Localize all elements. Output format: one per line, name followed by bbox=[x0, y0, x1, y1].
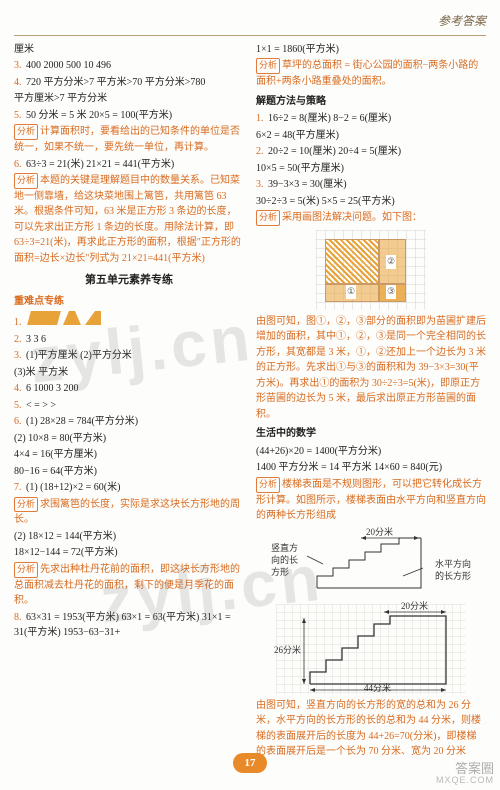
analysis-text: 计算面积时，要看给出的已知条件的单位是否统一，如果不统一，要先统一单位，再计算。 bbox=[14, 126, 240, 153]
item-number: 8. bbox=[14, 610, 26, 626]
label-3: ③ bbox=[386, 285, 396, 299]
trapezoid-shape bbox=[63, 311, 81, 325]
text: 3 3 6 bbox=[26, 334, 46, 345]
text: 39−3×3 = 30(厘米) bbox=[268, 179, 347, 190]
text: (1) 28×28 = 784(平方分米) bbox=[26, 416, 138, 427]
item-number: 5. bbox=[14, 108, 26, 124]
right-column: 1×1 = 1860(平方米) 分析草坪的总面积 = 街心公园的面积−两条小路的… bbox=[256, 42, 486, 761]
item-number: 4. bbox=[14, 381, 26, 397]
text: (2) 18×12 = 144(平方米) bbox=[14, 531, 116, 542]
analysis-text: 求围篱笆的长度，实际是求这块长方形地的周长。 bbox=[14, 499, 240, 526]
item-number: 3. bbox=[256, 177, 268, 193]
item-number: 2. bbox=[14, 332, 26, 348]
grid-diagram: ① ② ③ bbox=[316, 230, 426, 310]
analysis-tag: 分析 bbox=[14, 173, 38, 189]
text: 6 1000 3 200 bbox=[26, 383, 79, 394]
analysis-tag: 分析 bbox=[256, 477, 280, 493]
analysis-text: 由图可知，竖直方向的长方形的宽的总和为 26 分米，水平方向的长方形的长的总和为… bbox=[256, 700, 481, 758]
triangle-shape bbox=[85, 311, 101, 325]
analysis-tag: 分析 bbox=[14, 124, 38, 140]
item-number: 6. bbox=[14, 157, 26, 173]
text: 10×5 = 50(平方厘米) bbox=[256, 163, 344, 174]
item-number: 6. bbox=[14, 414, 26, 430]
label-2: ② bbox=[386, 255, 396, 269]
text: (1)平方厘米 (2)平方分米 bbox=[26, 350, 132, 361]
analysis-text: 采用画图法解决问题。如下图： bbox=[282, 212, 422, 223]
shapes-row bbox=[29, 311, 101, 325]
analysis-tag: 分析 bbox=[14, 562, 38, 578]
text: 63×31 = 1953(平方米) 63×1 = 63(平方米) 31×1 = … bbox=[14, 612, 231, 639]
sub-title: 解题方法与策略 bbox=[256, 94, 486, 110]
analysis-tag: 分析 bbox=[14, 497, 38, 513]
item-number: 7. bbox=[14, 480, 26, 496]
page-header: 参考答案 bbox=[14, 12, 486, 31]
page-number: 17 bbox=[233, 753, 267, 773]
section-title: 第五单元素养专练 bbox=[14, 272, 244, 289]
text: 18×12−144 = 72(平方米) bbox=[14, 547, 118, 558]
item-number: 3. bbox=[14, 58, 26, 74]
text: (44+26)×20 = 1400(平方分米) bbox=[256, 446, 381, 457]
text: 平方厘米>7 平方分米 bbox=[14, 93, 107, 104]
text: 63÷3 = 21(米) 21×21 = 441(平方米) bbox=[26, 159, 174, 170]
text: (1) (18+12)×2 = 60(米) bbox=[26, 482, 120, 493]
parallelogram-shape bbox=[27, 311, 61, 325]
grid-stairs-diagram: 26分米 20分米 44分米 bbox=[276, 604, 466, 694]
item-number: 3. bbox=[14, 348, 26, 364]
gs-label-top: 20分米 bbox=[401, 600, 428, 614]
sub-title: 重难点专练 bbox=[14, 294, 244, 310]
analysis-text: 楼梯表面是不规则图形，可以把它转化成长方形计算。如图所示，楼梯表面由水平方向和竖… bbox=[256, 479, 486, 521]
item-number: 2. bbox=[256, 144, 268, 160]
analysis-tag: 分析 bbox=[256, 210, 280, 226]
text: 720 平方分米>7 平方米>70 平方分米>780 bbox=[26, 77, 205, 88]
text: 80−16 = 64(平方米) bbox=[14, 466, 97, 477]
item-number: 1. bbox=[14, 315, 26, 331]
text: < = > > bbox=[26, 400, 56, 411]
text: 20÷2 = 10(厘米) 20÷4 = 5(厘米) bbox=[268, 146, 401, 157]
text: 1×1 = 1860(平方米) bbox=[256, 44, 339, 55]
left-column: 厘米 3.400 2000 500 10 496 4.720 平方分米>7 平方… bbox=[14, 42, 244, 761]
text: 4×4 = 16(平方厘米) bbox=[14, 449, 97, 460]
text: 6×2 = 48(平方厘米) bbox=[256, 130, 339, 141]
header-divider bbox=[14, 35, 486, 36]
item-number: 4. bbox=[14, 75, 26, 91]
label-1: ① bbox=[346, 285, 356, 299]
gs-label-left: 26分米 bbox=[274, 644, 301, 658]
analysis-tag: 分析 bbox=[256, 58, 280, 74]
text: 400 2000 500 10 496 bbox=[26, 60, 111, 71]
text: 30÷2÷3 = 5(米) 5×5 = 25(平方米) bbox=[256, 196, 395, 207]
stairs-diagram: 20分米 竖直方 向的长 方形 水平方向 的长方形 bbox=[271, 528, 471, 600]
text: 16÷2 = 8(厘米) 8−2 = 6(厘米) bbox=[268, 113, 391, 124]
gs-label-bottom: 44分米 bbox=[364, 682, 391, 696]
analysis-text: 本题的关键是理解题目中的数量关系。已知菜地一侧靠墙，给这块菜地围上篱笆，共用篱笆… bbox=[14, 175, 241, 264]
item-number: 5. bbox=[14, 398, 26, 414]
text: (2) 10×8 = 80(平方米) bbox=[14, 433, 106, 444]
rect-original bbox=[325, 239, 379, 284]
grid-stairs-svg bbox=[276, 604, 466, 694]
text: 厘米 bbox=[14, 44, 34, 55]
text: 1400 平方分米 = 14 平方米 14×60 = 840(元) bbox=[256, 462, 442, 473]
item-number: 1. bbox=[256, 111, 268, 127]
text: 50 分米 = 5 米 20×5 = 100(平方米) bbox=[26, 110, 172, 121]
analysis-text: 由图可知，图①，②，③部分的面积即为苗圃扩建后增加的面积，其中①，②，③是同一个… bbox=[256, 316, 486, 420]
analysis-text: 草坪的总面积 = 街心公园的面积−两条小路的面积+两条小路重叠处的面积。 bbox=[256, 60, 478, 87]
analysis-text: 先求出种杜丹花前的面积，即这块长方形地的总面积减去杜丹花的面积，剩下的便是月季花… bbox=[14, 564, 240, 606]
stairs-svg bbox=[271, 528, 471, 600]
text: (3)米 平方米 bbox=[14, 367, 68, 378]
sub-title: 生活中的数学 bbox=[256, 426, 486, 442]
